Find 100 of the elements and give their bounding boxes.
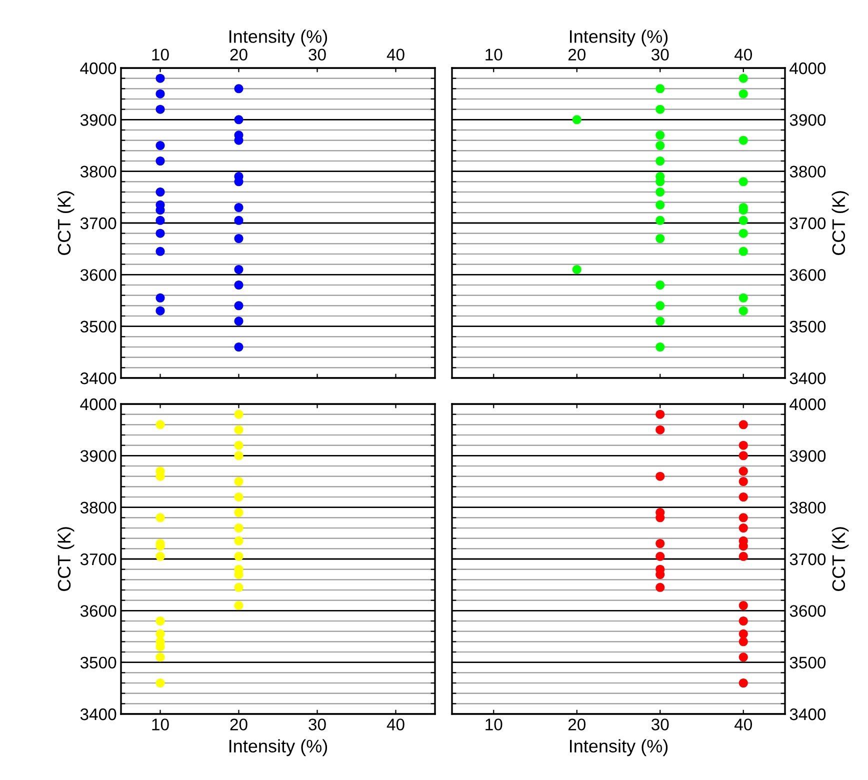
- point: [738, 74, 748, 83]
- y-tick-label: 3600: [790, 269, 826, 281]
- point: [234, 582, 244, 592]
- point: [572, 115, 582, 124]
- y-tick-label: 3600: [80, 269, 116, 281]
- point: [234, 476, 244, 486]
- point: [156, 678, 165, 688]
- y-tick-label: 3400: [80, 708, 116, 720]
- point: [738, 466, 748, 476]
- y-tick-label: 4000: [790, 398, 826, 410]
- point: [738, 513, 748, 522]
- x-tick-label: 40: [386, 48, 404, 61]
- point: [738, 600, 748, 610]
- x-tick-label: 10: [486, 48, 502, 61]
- point: [234, 440, 244, 450]
- point: [656, 472, 665, 481]
- point: [156, 156, 165, 166]
- point: [738, 306, 748, 316]
- y-tick-label: 4000: [790, 62, 826, 74]
- x-tick-label: 20: [230, 718, 248, 730]
- y-tick-label: 3400: [80, 372, 116, 384]
- point: [234, 523, 244, 533]
- x-tick-label: 30: [651, 718, 669, 730]
- point: [156, 616, 165, 626]
- point: [156, 89, 165, 98]
- point: [156, 104, 165, 114]
- y-tick-label: 3900: [790, 450, 826, 462]
- y-tick-label: 3900: [790, 114, 826, 126]
- point: [234, 202, 244, 212]
- x-tick-label: 10: [152, 48, 169, 61]
- y-axis-title: CCT (K): [57, 527, 74, 592]
- point: [234, 410, 244, 419]
- x-tick-label: 20: [568, 718, 586, 730]
- point: [656, 156, 665, 166]
- point: [234, 316, 244, 326]
- point: [656, 410, 665, 419]
- y-tick-label: 3800: [80, 502, 116, 514]
- y-tick-label: 3400: [790, 372, 826, 384]
- y-tick-label: 3900: [80, 450, 116, 462]
- point: [656, 216, 665, 225]
- x-tick-label: 10: [486, 718, 502, 730]
- point: [656, 200, 665, 210]
- point: [234, 280, 244, 290]
- x-tick-label: 30: [651, 48, 669, 61]
- point: [738, 420, 748, 430]
- y-tick-label: 3500: [80, 320, 116, 333]
- point: [656, 104, 665, 114]
- x-axis-title: Intensity (%): [230, 739, 328, 756]
- point: [234, 264, 244, 274]
- point: [156, 652, 165, 662]
- point: [656, 140, 665, 150]
- y-tick-label: 3700: [80, 217, 116, 230]
- point: [234, 536, 244, 546]
- point: [156, 513, 165, 522]
- y-tick-label: 3900: [80, 114, 116, 126]
- y-tick-label: 4000: [80, 62, 116, 74]
- point: [156, 216, 165, 225]
- point: [656, 582, 665, 592]
- point: [738, 523, 748, 533]
- point: [156, 187, 165, 197]
- x-axis-title: Intensity (%): [230, 30, 328, 46]
- point: [738, 246, 748, 256]
- y-tick-label: 3800: [790, 502, 826, 514]
- point: [156, 420, 165, 430]
- point: [234, 451, 244, 460]
- x-tick-label: 10: [152, 718, 169, 730]
- x-tick-label: 40: [386, 718, 404, 730]
- point: [738, 552, 748, 561]
- point: [656, 187, 665, 197]
- point: [156, 140, 165, 150]
- point: [656, 84, 665, 94]
- point: [738, 616, 748, 626]
- point: [738, 629, 748, 638]
- y-tick-label: 3800: [80, 166, 116, 178]
- y-axis-title: CCT (K): [832, 191, 849, 256]
- point: [656, 280, 665, 290]
- x-axis-title: Intensity (%): [570, 30, 668, 46]
- point: [156, 552, 165, 561]
- point: [738, 177, 748, 186]
- point: [156, 629, 165, 638]
- point: [738, 652, 748, 662]
- x-tick-label: 40: [734, 718, 752, 730]
- point: [234, 492, 244, 502]
- point: [234, 600, 244, 610]
- point: [738, 440, 748, 450]
- point: [656, 425, 665, 434]
- x-tick-label: 20: [568, 48, 586, 61]
- point: [656, 538, 665, 548]
- y-tick-label: 3500: [790, 656, 826, 669]
- y-tick-label: 3500: [80, 656, 116, 669]
- y-tick-label: 3600: [80, 605, 116, 617]
- point: [738, 476, 748, 486]
- point: [156, 306, 165, 316]
- point: [738, 89, 748, 98]
- point: [738, 228, 748, 238]
- point: [234, 234, 244, 244]
- point: [156, 228, 165, 238]
- point: [234, 552, 244, 561]
- point: [656, 316, 665, 326]
- point: [234, 84, 244, 94]
